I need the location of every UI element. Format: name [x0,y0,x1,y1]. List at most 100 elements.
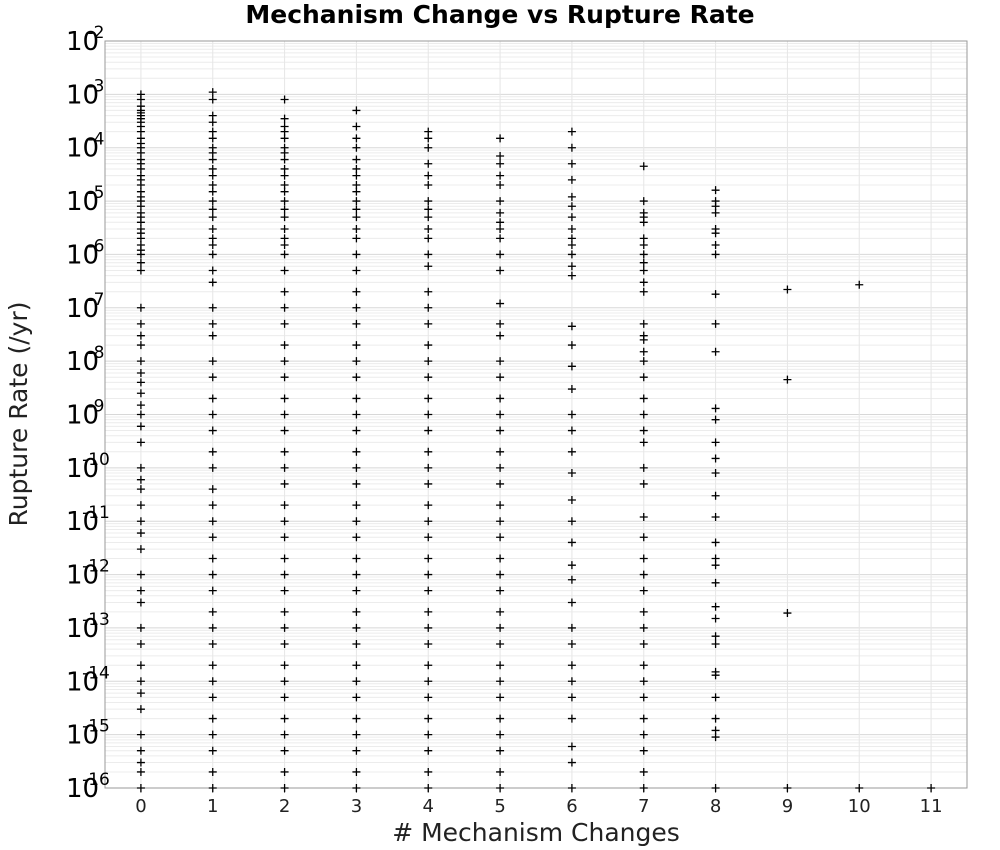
data-point [567,250,576,259]
data-point [136,485,145,494]
data-point [424,463,433,472]
data-point [352,134,361,143]
y-tick-base: 10 [66,507,99,537]
data-point [136,758,145,767]
data-point [352,341,361,350]
data-point [639,677,648,686]
data-point [352,623,361,632]
data-point [208,447,217,456]
data-point [496,501,505,510]
data-point [639,533,648,542]
y-tick-base: 10 [66,614,99,644]
data-point [208,746,217,755]
data-point [352,373,361,382]
data-point [280,767,289,776]
data-point [711,614,720,623]
y-axis-ticks: 10-1610-1510-1410-1310-1210-1110-1010-91… [66,23,110,804]
data-point [136,730,145,739]
data-point [567,639,576,648]
data-point [208,171,217,180]
data-point [424,784,433,792]
x-tick-label: 9 [782,796,793,817]
data-point [639,218,648,227]
data-point [639,554,648,563]
data-point [208,533,217,542]
data-point [711,733,720,742]
data-point [352,746,361,755]
data-point [567,538,576,547]
data-point [280,181,289,190]
data-point [711,632,720,641]
data-point [208,331,217,340]
x-tick-label: 3 [351,796,362,817]
y-tick-label: 10-13 [66,610,110,644]
data-point [639,661,648,670]
y-tick-label: 10-3 [66,76,104,110]
x-tick-label: 11 [920,796,943,817]
data-point [352,171,361,180]
data-point [352,501,361,510]
data-point [639,586,648,595]
data-point [424,623,433,632]
y-tick-base: 10 [66,774,99,804]
data-point [496,373,505,382]
data-point [567,143,576,152]
data-point [711,602,720,611]
y-tick-base: 10 [66,27,99,57]
data-point [424,341,433,350]
y-tick-exponent: -6 [88,236,105,256]
data-point [639,234,648,243]
data-point [208,88,217,97]
data-point [424,159,433,168]
data-point [567,234,576,243]
data-point [639,410,648,419]
data-point [567,661,576,670]
data-point [424,767,433,776]
data-point [280,410,289,419]
y-tick-base: 10 [66,667,99,697]
data-point [711,671,720,680]
data-point [208,410,217,419]
data-point [639,767,648,776]
data-point [639,463,648,472]
data-point [711,469,720,478]
data-point [496,197,505,206]
data-point [639,241,648,250]
data-point [496,570,505,579]
data-point [208,181,217,190]
data-point [496,533,505,542]
data-point [280,570,289,579]
data-point [496,410,505,419]
data-point [424,570,433,579]
data-point [136,410,145,419]
y-tick-exponent: -5 [88,183,105,203]
data-point [352,213,361,222]
data-point [639,607,648,616]
data-point [711,319,720,328]
data-point [136,331,145,340]
data-point [496,607,505,616]
data-point [352,181,361,190]
y-tick-exponent: -2 [88,23,105,43]
grid-lines [105,41,967,789]
data-point [280,586,289,595]
data-point [567,362,576,371]
data-point [711,578,720,587]
data-point [280,187,289,196]
data-point [424,134,433,143]
data-point [208,319,217,328]
y-tick-exponent: -16 [82,770,110,790]
data-point [567,517,576,526]
data-point [280,447,289,456]
data-point [352,234,361,243]
data-point [352,319,361,328]
data-point [496,661,505,670]
data-point [136,705,145,714]
data-point [711,554,720,563]
data-point [280,205,289,214]
data-point [496,151,505,160]
data-point [352,303,361,312]
y-tick-label: 10-16 [66,770,110,804]
data-point [280,394,289,403]
data-point [352,122,361,131]
